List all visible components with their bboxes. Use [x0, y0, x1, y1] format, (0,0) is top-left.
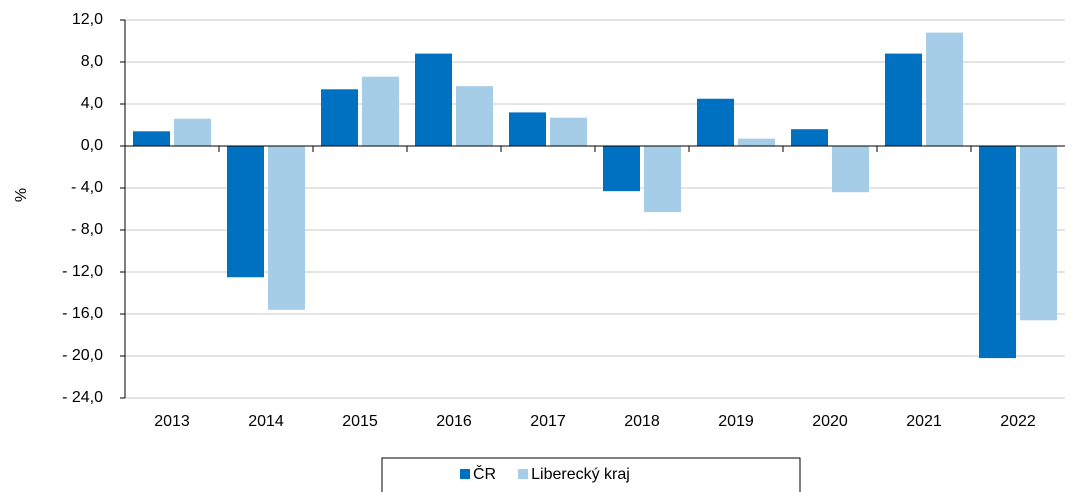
bar: [321, 89, 358, 146]
y-tick-label: 12,0: [72, 11, 103, 28]
bar: [415, 53, 452, 146]
x-tick-label: 2018: [624, 413, 660, 430]
y-axis-label: %: [13, 188, 30, 202]
bar: [174, 118, 211, 146]
bar: [738, 138, 775, 146]
y-tick-label: - 24,0: [62, 389, 103, 406]
bar: [926, 32, 963, 146]
x-tick-label: 2020: [812, 413, 848, 430]
bar: [603, 146, 640, 192]
y-tick-label: 4,0: [81, 95, 103, 112]
bar: [509, 112, 546, 146]
x-tick-label: 2019: [718, 413, 754, 430]
y-tick-label: - 20,0: [62, 347, 103, 364]
y-tick-label: 8,0: [81, 53, 103, 70]
bar: [885, 53, 922, 146]
legend-label: ČR: [473, 464, 496, 483]
y-tick-label: 0,0: [81, 137, 103, 154]
bar: [550, 117, 587, 146]
bar: [456, 86, 493, 146]
bar: [133, 131, 170, 146]
legend-swatch: [518, 469, 529, 479]
x-tick-label: 2017: [530, 413, 566, 430]
bar: [227, 146, 264, 278]
x-tick-label: 2015: [342, 413, 378, 430]
bar: [362, 76, 399, 146]
bar: [832, 146, 869, 193]
y-tick-label: - 8,0: [71, 221, 103, 238]
bar: [1020, 146, 1057, 321]
y-tick-label: - 16,0: [62, 305, 103, 322]
legend-box: [381, 457, 801, 492]
x-tick-label: 2016: [436, 413, 472, 430]
x-tick-label: 2022: [1000, 413, 1036, 430]
bar: [979, 146, 1016, 359]
bar: [644, 146, 681, 213]
y-tick-label: - 4,0: [71, 179, 103, 196]
bar: [791, 129, 828, 146]
x-tick-label: 2021: [906, 413, 942, 430]
y-tick-label: - 12,0: [62, 263, 103, 280]
legend-label: Liberecký kraj: [531, 466, 630, 483]
x-tick-label: 2014: [248, 413, 284, 430]
bar: [268, 146, 305, 310]
bar: [697, 98, 734, 146]
x-tick-label: 2013: [154, 413, 190, 430]
legend-swatch: [460, 469, 470, 479]
